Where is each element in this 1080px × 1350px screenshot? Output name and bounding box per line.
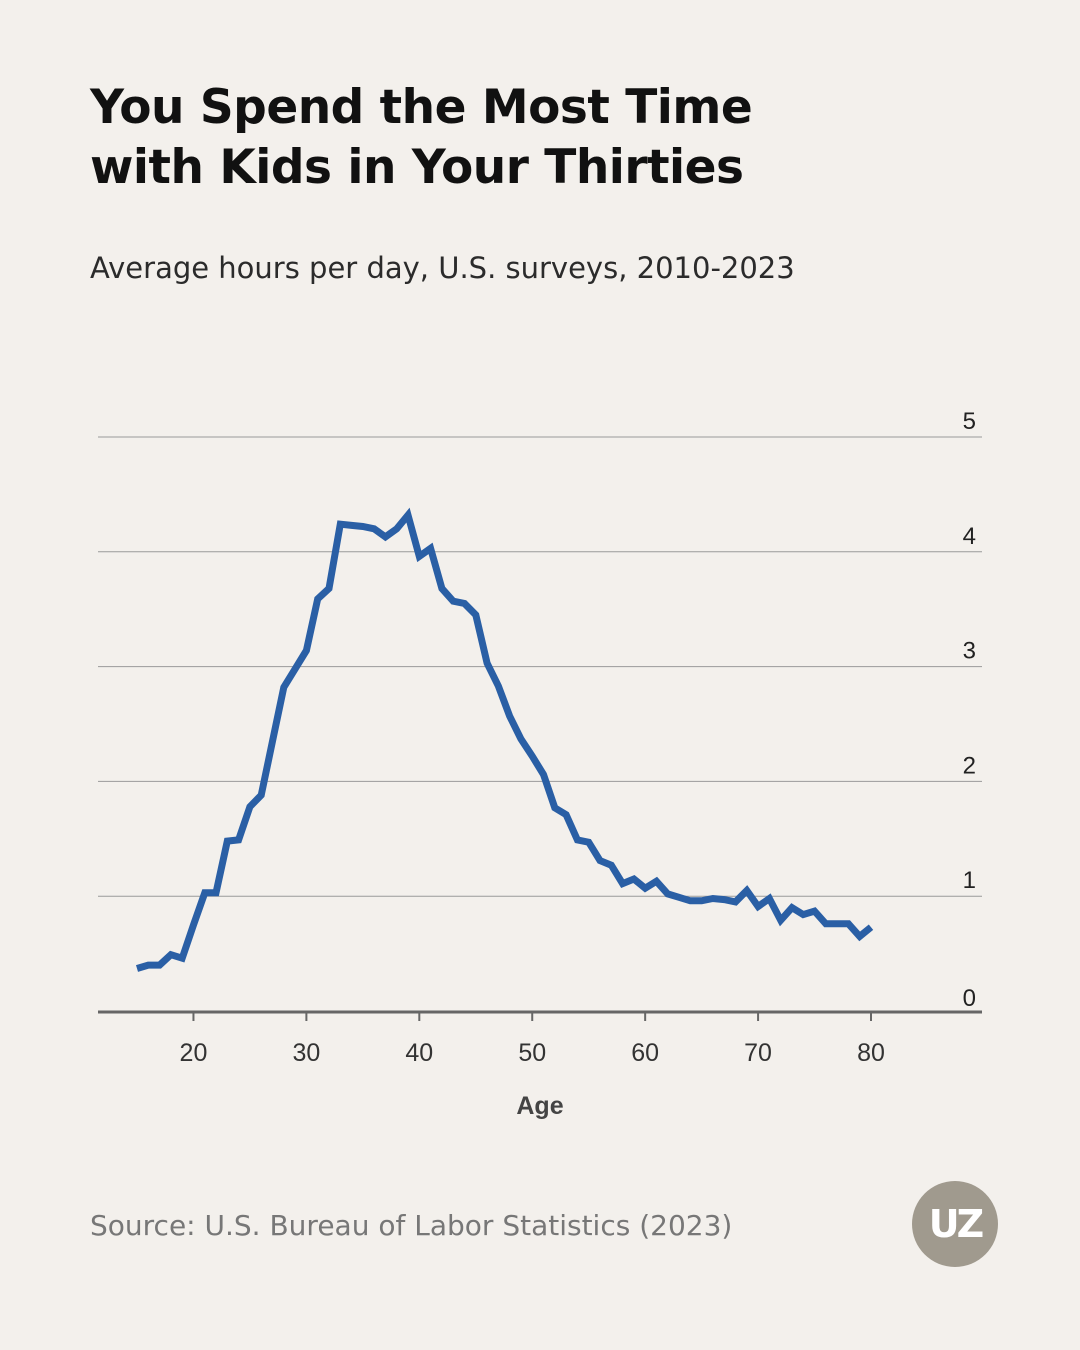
x-tick-label: 20: [180, 1039, 208, 1067]
y-axis-ticks: 0 1 2 3 4 5: [963, 408, 976, 1012]
y-tick-label: 1: [963, 867, 976, 894]
x-tick-label: 50: [518, 1039, 546, 1067]
chart-subtitle: Average hours per day, U.S. surveys, 201…: [90, 251, 795, 285]
x-tick-label: 60: [631, 1039, 659, 1067]
chart-title: You Spend the Most Time with Kids in You…: [90, 78, 990, 198]
y-tick-label: 5: [963, 408, 976, 435]
x-tick-label: 80: [857, 1039, 885, 1067]
x-axis-title: Age: [516, 1092, 563, 1120]
brand-logo: UZ: [912, 1181, 998, 1267]
brand-logo-text: UZ: [928, 1202, 984, 1246]
y-tick-label: 2: [963, 752, 976, 779]
x-tick-label: 70: [744, 1039, 772, 1067]
chart-title-line: with Kids in Your Thirties: [90, 140, 744, 195]
x-tick-label: 40: [405, 1039, 433, 1067]
chart-title-line: You Spend the Most Time: [90, 80, 753, 135]
source-note: Source: U.S. Bureau of Labor Statistics …: [90, 1209, 733, 1242]
y-tick-label: 3: [963, 638, 976, 665]
x-axis-ticks: 20 30 40 50 60 70 80: [180, 1013, 885, 1067]
gridlines: [98, 436, 982, 897]
y-tick-label: 4: [963, 523, 976, 550]
y-tick-label: 0: [963, 985, 976, 1012]
x-tick-label: 30: [292, 1039, 320, 1067]
series-line: [135, 507, 874, 972]
